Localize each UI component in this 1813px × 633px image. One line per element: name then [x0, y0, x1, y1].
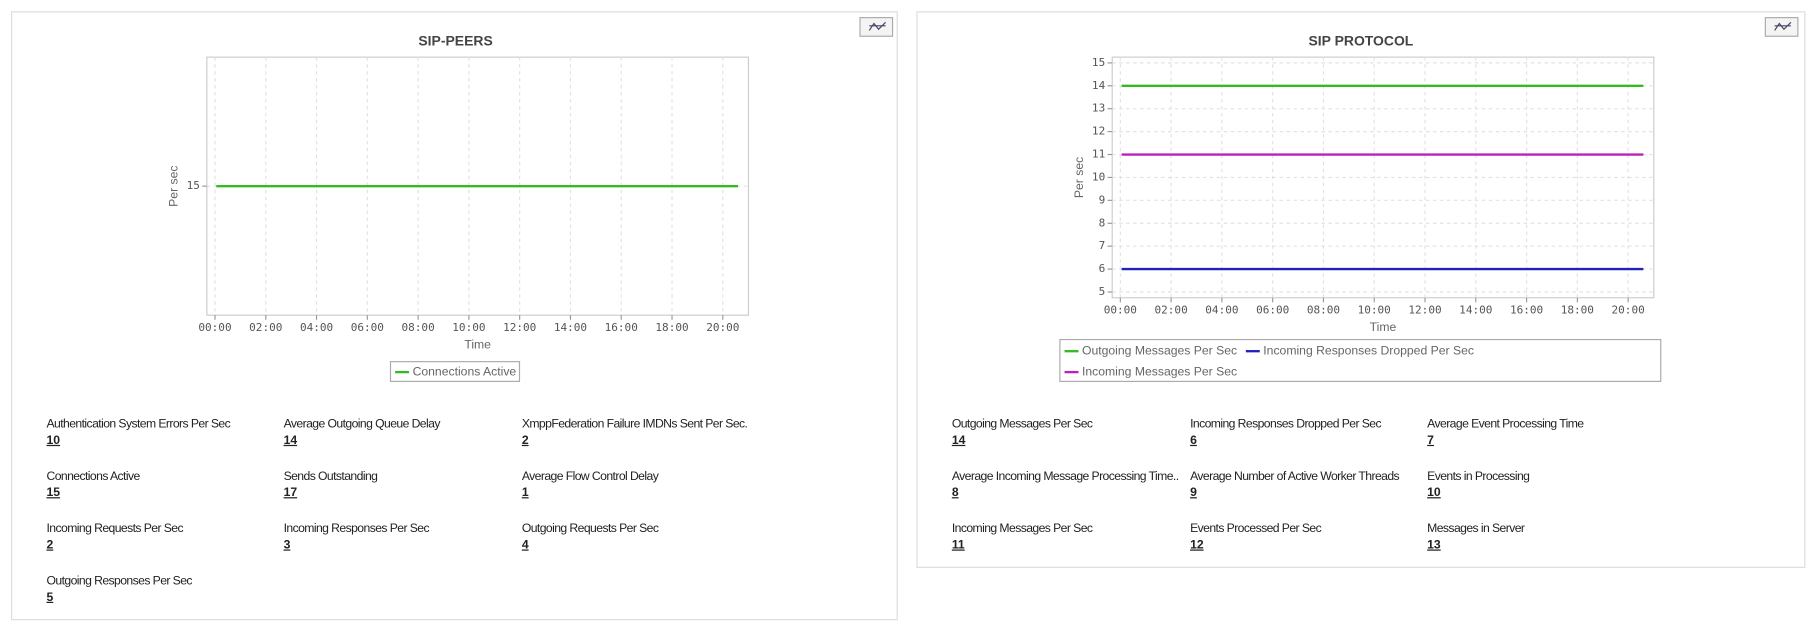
x-tick-label: 02:00 — [1155, 304, 1188, 317]
x-tick-label: 00:00 — [1104, 304, 1137, 317]
x-tick-label: 12:00 — [1408, 304, 1441, 317]
x-tick-label: 16:00 — [1510, 304, 1543, 317]
metric-value[interactable]: 1 — [522, 485, 529, 499]
metric-value[interactable]: 2 — [522, 433, 529, 447]
metric-value[interactable]: 17 — [284, 485, 298, 499]
plot-area — [1111, 56, 1655, 299]
legend — [1059, 338, 1662, 382]
legend-label: Incoming Responses Dropped Per Sec — [1263, 343, 1474, 357]
y-tick-label: 15 — [187, 179, 200, 192]
metric-label: Outgoing Messages Per Sec — [952, 417, 1093, 431]
metric-value[interactable]: 14 — [952, 433, 966, 447]
metric-label: Average Number of Active Worker Threads — [1190, 469, 1399, 483]
y-axis-label: Per sec — [1072, 157, 1086, 198]
metric-value[interactable]: 13 — [1427, 537, 1441, 551]
x-tick-label: 06:00 — [351, 321, 384, 334]
metric-label: Incoming Messages Per Sec — [952, 521, 1093, 535]
metric-value[interactable]: 2 — [46, 537, 53, 551]
metric-value[interactable]: 10 — [46, 433, 60, 447]
metric-label: Average Event Processing Time — [1427, 417, 1584, 431]
metric-value[interactable]: 14 — [284, 433, 298, 447]
metric-value[interactable]: 8 — [952, 485, 959, 499]
metric-label: Average Incoming Message Processing Time… — [952, 469, 1179, 483]
y-tick-label: 5 — [1099, 285, 1106, 298]
metric-label: Events in Processing — [1427, 469, 1529, 483]
metric-value[interactable]: 4 — [522, 537, 529, 551]
x-tick-label: 04:00 — [1205, 304, 1238, 317]
metric-value[interactable]: 9 — [1190, 485, 1197, 499]
y-tick-label: 7 — [1099, 239, 1106, 252]
x-tick-label: 16:00 — [605, 321, 638, 334]
y-tick-label: 11 — [1092, 148, 1105, 161]
y-tick-label: 12 — [1092, 125, 1105, 138]
x-tick-label: 10:00 — [452, 321, 485, 334]
x-axis-label: Time — [464, 338, 491, 352]
metric-value[interactable]: 10 — [1427, 485, 1441, 499]
x-tick-label: 06:00 — [1256, 304, 1289, 317]
x-tick-label: 04:00 — [300, 321, 333, 334]
metric-value[interactable]: 11 — [952, 537, 965, 551]
metric-label: Average Outgoing Queue Delay — [284, 417, 442, 431]
metric-label: Incoming Responses Per Sec — [284, 521, 430, 535]
x-axis-label: Time — [1370, 320, 1397, 334]
metric-value[interactable]: 6 — [1190, 433, 1197, 447]
x-tick-label: 20:00 — [1612, 304, 1645, 317]
x-tick-label: 20:00 — [706, 321, 739, 334]
x-tick-label: 14:00 — [1459, 304, 1492, 317]
y-tick-label: 13 — [1092, 102, 1105, 115]
metric-value[interactable]: 3 — [284, 537, 291, 551]
chart-type-button[interactable] — [1764, 17, 1799, 37]
x-tick-label: 08:00 — [1307, 304, 1340, 317]
metric-value[interactable]: 12 — [1190, 537, 1204, 551]
metric-value[interactable]: 7 — [1427, 433, 1434, 447]
metric-value[interactable]: 15 — [46, 485, 60, 499]
metric-label: Messages in Server — [1427, 521, 1525, 535]
y-tick-label: 10 — [1092, 170, 1105, 183]
metric-label: XmppFederation Failure IMDNs Sent Per Se… — [522, 417, 748, 431]
x-tick-label: 08:00 — [402, 321, 435, 334]
legend-label: Connections Active — [413, 364, 517, 378]
metric-label: Connections Active — [46, 469, 140, 483]
x-tick-label: 10:00 — [1358, 304, 1391, 317]
x-tick-label: 18:00 — [655, 321, 688, 334]
chart-type-button[interactable] — [859, 17, 894, 37]
x-tick-label: 12:00 — [503, 321, 536, 334]
y-tick-label: 15 — [1092, 56, 1105, 69]
y-tick-label: 14 — [1092, 79, 1106, 92]
metric-label: Incoming Responses Dropped Per Sec — [1190, 417, 1381, 431]
chart-title: SIP-PEERS — [418, 33, 492, 49]
legend-label: Incoming Messages Per Sec — [1082, 364, 1237, 378]
metric-label: Events Processed Per Sec — [1190, 521, 1322, 535]
x-tick-label: 18:00 — [1561, 304, 1594, 317]
metric-label: Outgoing Responses Per Sec — [46, 574, 192, 588]
y-tick-label: 6 — [1099, 262, 1106, 275]
y-tick-label: 9 — [1099, 193, 1106, 206]
metric-label: Incoming Requests Per Sec — [46, 521, 183, 535]
metric-label: Average Flow Control Delay — [522, 469, 660, 483]
metric-label: Outgoing Requests Per Sec — [522, 521, 659, 535]
x-tick-label: 00:00 — [198, 321, 231, 334]
metric-label: Authentication System Errors Per Sec — [46, 417, 230, 431]
legend — [389, 361, 521, 382]
chart-title: SIP PROTOCOL — [1309, 33, 1414, 49]
metric-value[interactable]: 5 — [46, 590, 53, 604]
y-tick-label: 8 — [1099, 216, 1106, 229]
metric-label: Sends Outstanding — [284, 469, 378, 483]
x-tick-label: 14:00 — [554, 321, 587, 334]
legend-label: Outgoing Messages Per Sec — [1082, 343, 1237, 357]
x-tick-label: 02:00 — [249, 321, 282, 334]
y-axis-label: Per sec — [167, 165, 181, 206]
